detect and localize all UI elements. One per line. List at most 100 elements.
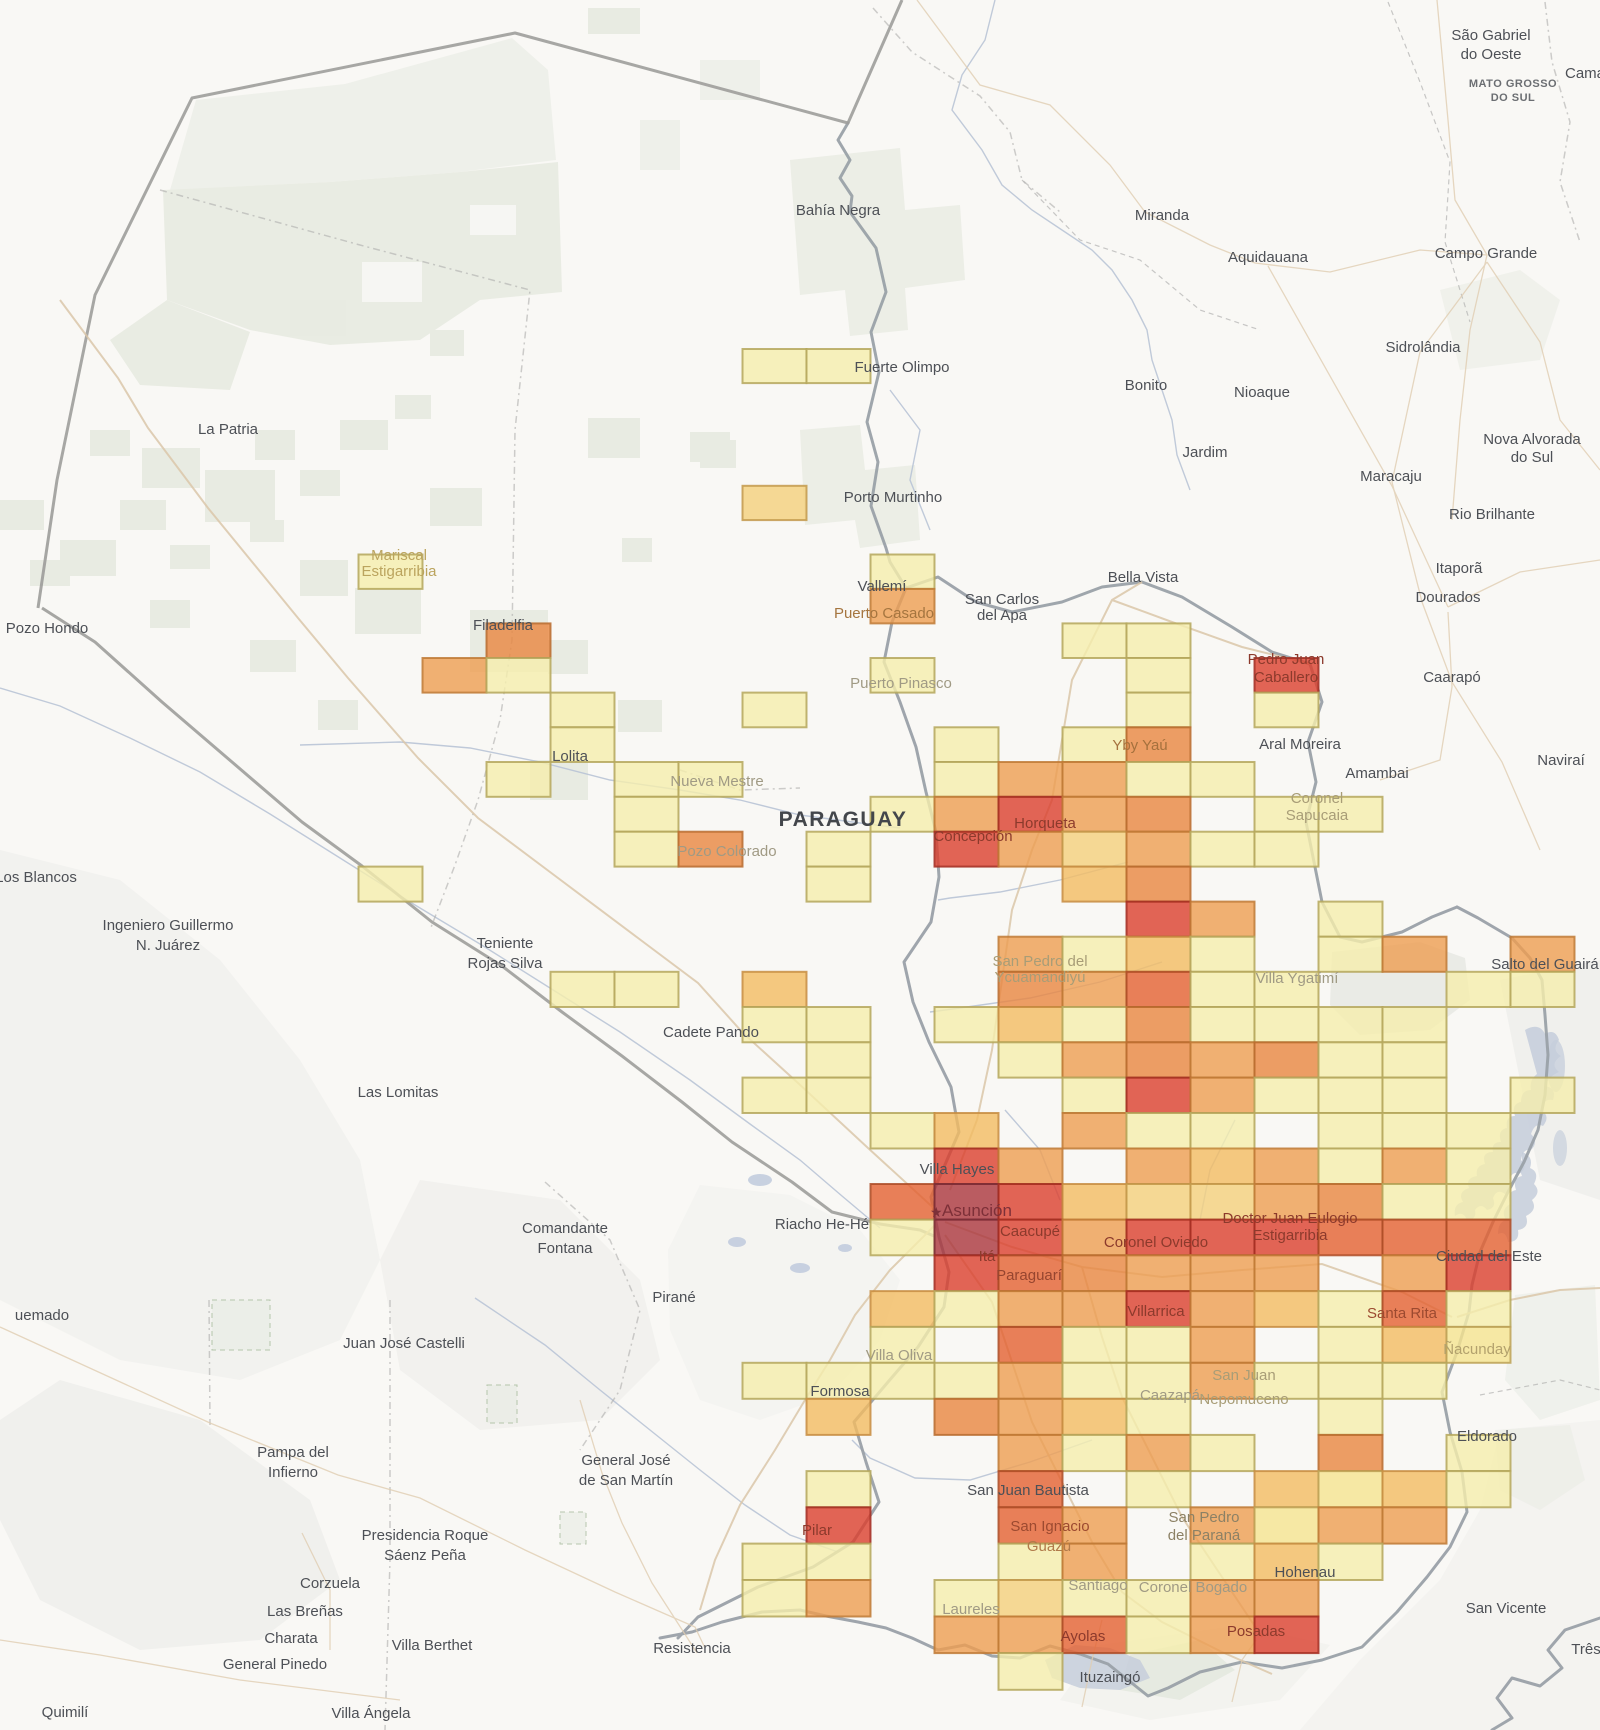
svg-text:Amambai: Amambai bbox=[1345, 765, 1408, 782]
svg-text:Ñacunday: Ñacunday bbox=[1443, 1341, 1511, 1358]
svg-text:Sáenz Peña: Sáenz Peña bbox=[384, 1547, 466, 1564]
svg-text:Pirané: Pirané bbox=[652, 1289, 695, 1306]
svg-text:de San Martín: de San Martín bbox=[579, 1472, 673, 1489]
svg-text:Bonito: Bonito bbox=[1125, 377, 1168, 394]
svg-text:Las Breñas: Las Breñas bbox=[267, 1603, 343, 1620]
svg-text:Ituzaingó: Ituzaingó bbox=[1080, 1669, 1141, 1686]
svg-text:DO SUL: DO SUL bbox=[1491, 92, 1536, 104]
svg-text:Estigarribia: Estigarribia bbox=[1252, 1227, 1328, 1244]
svg-text:Caacupé: Caacupé bbox=[1000, 1223, 1060, 1240]
svg-text:del Paraná: del Paraná bbox=[1168, 1527, 1241, 1544]
svg-text:Caarapó: Caarapó bbox=[1423, 669, 1481, 686]
svg-text:Villarrica: Villarrica bbox=[1127, 1303, 1185, 1320]
svg-text:San Juan: San Juan bbox=[1212, 1367, 1275, 1384]
svg-text:La Patria: La Patria bbox=[198, 421, 259, 438]
svg-text:Pozo Colorado: Pozo Colorado bbox=[677, 843, 776, 860]
svg-text:Presidencia Roque: Presidencia Roque bbox=[362, 1527, 489, 1544]
svg-text:Puerto Casado: Puerto Casado bbox=[834, 605, 934, 622]
svg-text:General Pinedo: General Pinedo bbox=[223, 1656, 327, 1673]
svg-text:Villa Ygatimí: Villa Ygatimí bbox=[1256, 970, 1340, 987]
svg-text:Villa Hayes: Villa Hayes bbox=[920, 1161, 995, 1178]
svg-text:Itá: Itá bbox=[979, 1248, 996, 1265]
svg-text:Eldorado: Eldorado bbox=[1457, 1428, 1517, 1445]
svg-text:Rojas Silva: Rojas Silva bbox=[467, 955, 543, 972]
svg-text:Los Blancos: Los Blancos bbox=[0, 869, 77, 886]
svg-text:Puerto Pinasco: Puerto Pinasco bbox=[850, 675, 952, 692]
svg-text:San Vicente: San Vicente bbox=[1466, 1600, 1547, 1617]
svg-text:Porto Murtinho: Porto Murtinho bbox=[844, 489, 942, 506]
svg-text:del Apa: del Apa bbox=[977, 607, 1028, 624]
svg-text:N. Juárez: N. Juárez bbox=[136, 937, 200, 954]
svg-text:Nepomuceno: Nepomuceno bbox=[1199, 1391, 1288, 1408]
svg-text:Vallemí: Vallemí bbox=[858, 578, 908, 595]
svg-text:MATO GROSSO: MATO GROSSO bbox=[1469, 78, 1557, 90]
svg-text:Sidrolândia: Sidrolândia bbox=[1385, 339, 1461, 356]
svg-text:Riacho He-Hé: Riacho He-Hé bbox=[775, 1216, 869, 1233]
svg-text:Maracaju: Maracaju bbox=[1360, 468, 1422, 485]
svg-text:Ayolas: Ayolas bbox=[1061, 1628, 1106, 1645]
svg-text:Corzuela: Corzuela bbox=[300, 1575, 361, 1592]
svg-text:Coronel: Coronel bbox=[1291, 790, 1344, 807]
svg-text:Campo Grande: Campo Grande bbox=[1435, 245, 1538, 262]
svg-text:Nueva Mestre: Nueva Mestre bbox=[670, 773, 763, 790]
svg-text:Villa Oliva: Villa Oliva bbox=[866, 1347, 933, 1364]
svg-text:Três: Três bbox=[1571, 1641, 1600, 1658]
svg-text:Ciudad del Este: Ciudad del Este bbox=[1436, 1248, 1542, 1265]
svg-text:Coronel Oviedo: Coronel Oviedo bbox=[1104, 1234, 1208, 1251]
svg-text:Santa Rita: Santa Rita bbox=[1367, 1305, 1438, 1322]
svg-text:Charata: Charata bbox=[264, 1630, 318, 1647]
svg-text:Fuerte Olimpo: Fuerte Olimpo bbox=[854, 359, 949, 376]
svg-text:Concepción: Concepción bbox=[933, 828, 1012, 845]
svg-text:Lolita: Lolita bbox=[552, 748, 589, 765]
svg-text:PARAGUAY: PARAGUAY bbox=[779, 808, 908, 831]
svg-text:Caballero: Caballero bbox=[1254, 669, 1318, 686]
svg-text:Filadelfia: Filadelfia bbox=[473, 617, 534, 634]
svg-text:Nova Alvorada: Nova Alvorada bbox=[1483, 431, 1581, 448]
svg-text:Laureles: Laureles bbox=[942, 1601, 1000, 1618]
svg-text:Dourados: Dourados bbox=[1415, 589, 1480, 606]
svg-text:General José: General José bbox=[581, 1452, 670, 1469]
svg-text:Aquidauana: Aquidauana bbox=[1228, 249, 1309, 266]
svg-text:Infierno: Infierno bbox=[268, 1464, 318, 1481]
svg-text:San Carlos: San Carlos bbox=[965, 591, 1039, 608]
svg-text:Ycuamandiyú: Ycuamandiyú bbox=[995, 969, 1086, 986]
svg-text:Rio Brilhante: Rio Brilhante bbox=[1449, 506, 1535, 523]
svg-text:Cama: Cama bbox=[1565, 65, 1600, 82]
svg-text:Jardim: Jardim bbox=[1182, 444, 1227, 461]
svg-text:Paraguarí: Paraguarí bbox=[996, 1267, 1063, 1284]
svg-text:São Gabriel: São Gabriel bbox=[1451, 27, 1530, 44]
svg-text:★: ★ bbox=[930, 1204, 943, 1220]
svg-text:San Pedro del: San Pedro del bbox=[992, 953, 1087, 970]
svg-text:Cadete Pando: Cadete Pando bbox=[663, 1024, 759, 1041]
svg-text:Yby Yaú: Yby Yaú bbox=[1112, 737, 1167, 754]
svg-text:San Juan Bautista: San Juan Bautista bbox=[967, 1482, 1089, 1499]
svg-text:Resistencia: Resistencia bbox=[653, 1640, 731, 1657]
svg-text:Sapucaia: Sapucaia bbox=[1286, 807, 1349, 824]
svg-text:Salto del Guairá: Salto del Guairá bbox=[1491, 956, 1599, 973]
svg-text:uemado: uemado bbox=[15, 1307, 69, 1324]
svg-text:Asunción: Asunción bbox=[942, 1201, 1012, 1220]
svg-text:Bahía Negra: Bahía Negra bbox=[796, 202, 881, 219]
svg-text:San Ignacio: San Ignacio bbox=[1010, 1518, 1089, 1535]
svg-text:Pedro Juan: Pedro Juan bbox=[1248, 651, 1325, 668]
svg-text:Nioaque: Nioaque bbox=[1234, 384, 1290, 401]
svg-text:Las Lomitas: Las Lomitas bbox=[358, 1084, 439, 1101]
svg-text:Santiago: Santiago bbox=[1068, 1577, 1127, 1594]
svg-text:Pozo Hondo: Pozo Hondo bbox=[6, 620, 89, 637]
svg-text:San Pedro: San Pedro bbox=[1169, 1509, 1240, 1526]
svg-text:Bella Vista: Bella Vista bbox=[1108, 569, 1179, 586]
svg-text:do Oeste: do Oeste bbox=[1461, 46, 1522, 63]
svg-text:Estigarribia: Estigarribia bbox=[361, 563, 437, 580]
svg-text:Guazú: Guazú bbox=[1027, 1538, 1071, 1555]
svg-text:Quimilí: Quimilí bbox=[42, 1704, 90, 1721]
svg-text:Villa Ángela: Villa Ángela bbox=[332, 1705, 412, 1722]
svg-text:Juan José Castelli: Juan José Castelli bbox=[343, 1335, 465, 1352]
svg-text:Caazapá: Caazapá bbox=[1140, 1387, 1201, 1404]
svg-text:Miranda: Miranda bbox=[1135, 207, 1190, 224]
svg-text:do Sul: do Sul bbox=[1511, 449, 1554, 466]
svg-text:Fontana: Fontana bbox=[537, 1240, 593, 1257]
svg-text:Ingeniero Guillermo: Ingeniero Guillermo bbox=[103, 917, 234, 934]
svg-text:Posadas: Posadas bbox=[1227, 1623, 1285, 1640]
svg-text:Formosa: Formosa bbox=[810, 1383, 870, 1400]
svg-text:Horqueta: Horqueta bbox=[1014, 815, 1076, 832]
